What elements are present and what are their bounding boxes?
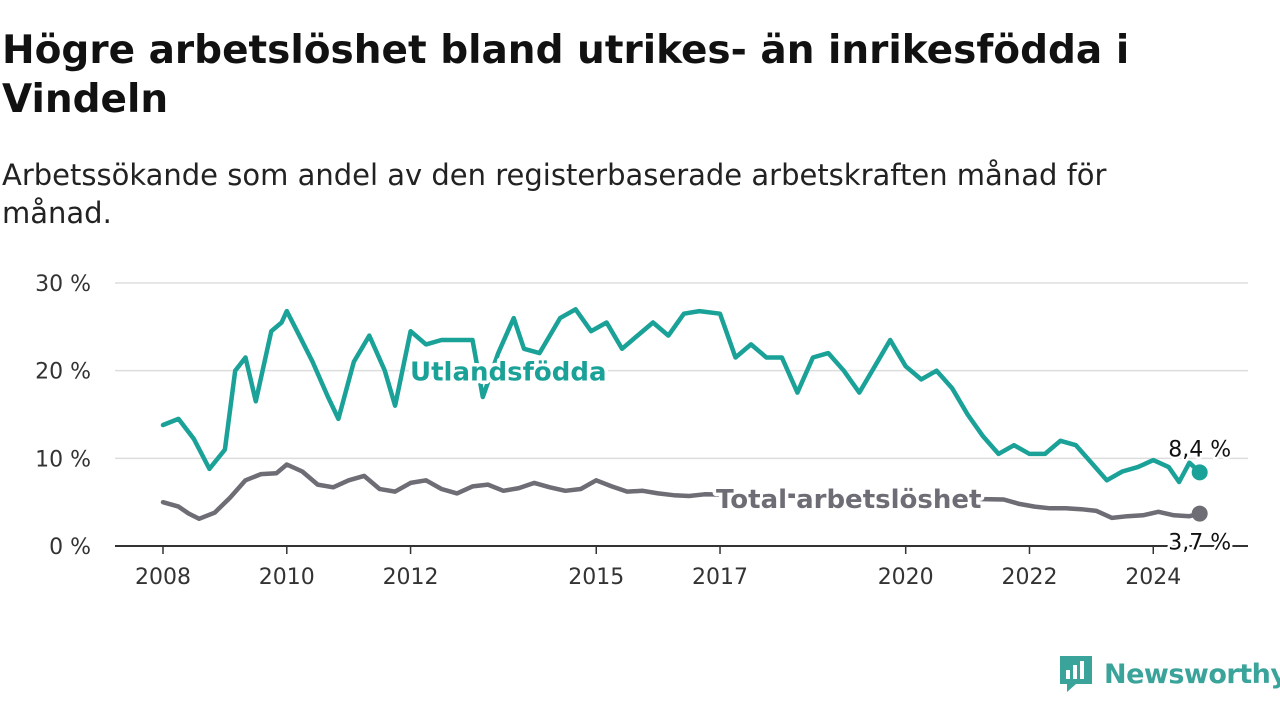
y-tick-label: 0 % bbox=[49, 535, 91, 560]
brand-logo: Newsworthy bbox=[1058, 654, 1280, 694]
y-tick-label: 30 % bbox=[35, 272, 91, 297]
newsworthy-logo-icon bbox=[1060, 656, 1092, 692]
chart-labels: 0 % 10 % 20 % 30 % 2008 2010 2012 2015 2017 2020 2… bbox=[35, 272, 1234, 590]
x-tick-label: 2020 bbox=[878, 565, 934, 590]
x-tick-label: 2015 bbox=[568, 565, 624, 590]
gridlines bbox=[115, 282, 1248, 554]
series-lines bbox=[160, 307, 1208, 522]
series-line-total bbox=[160, 462, 1202, 522]
y-tick-label: 10 % bbox=[35, 447, 91, 472]
x-tick-label: 2012 bbox=[383, 565, 439, 590]
y-tick-label: 20 % bbox=[35, 360, 91, 385]
brand-name: Newsworthy bbox=[1104, 658, 1280, 690]
x-tick-label: 2017 bbox=[692, 565, 748, 590]
end-value-label-utlandsfodda: 8,4 % bbox=[1168, 437, 1231, 462]
x-tick-label: 2024 bbox=[1125, 565, 1181, 590]
series-label-total: Total arbetslöshet bbox=[716, 485, 981, 515]
x-tick-label: 2022 bbox=[1001, 565, 1057, 590]
series-label-utlandsfodda: Utlandsfödda bbox=[410, 358, 607, 388]
chart-title: Högre arbetslöshet bland utrikes- än inr… bbox=[2, 28, 1130, 122]
end-value-label-total: 3,7 % bbox=[1168, 531, 1231, 556]
end-point-total bbox=[1191, 505, 1208, 522]
x-tick-label: 2010 bbox=[259, 565, 315, 590]
chart-subtitle: Arbetssökande som andel av den registerb… bbox=[2, 158, 1107, 230]
x-tick-label: 2008 bbox=[135, 565, 191, 590]
line-chart: 0 % 10 % 20 % 30 % 2008 2010 2012 2015 2017 2020 2… bbox=[35, 272, 1248, 590]
series-line-utlandsfodda bbox=[160, 307, 1202, 485]
end-point-utlandsfodda bbox=[1191, 464, 1208, 481]
